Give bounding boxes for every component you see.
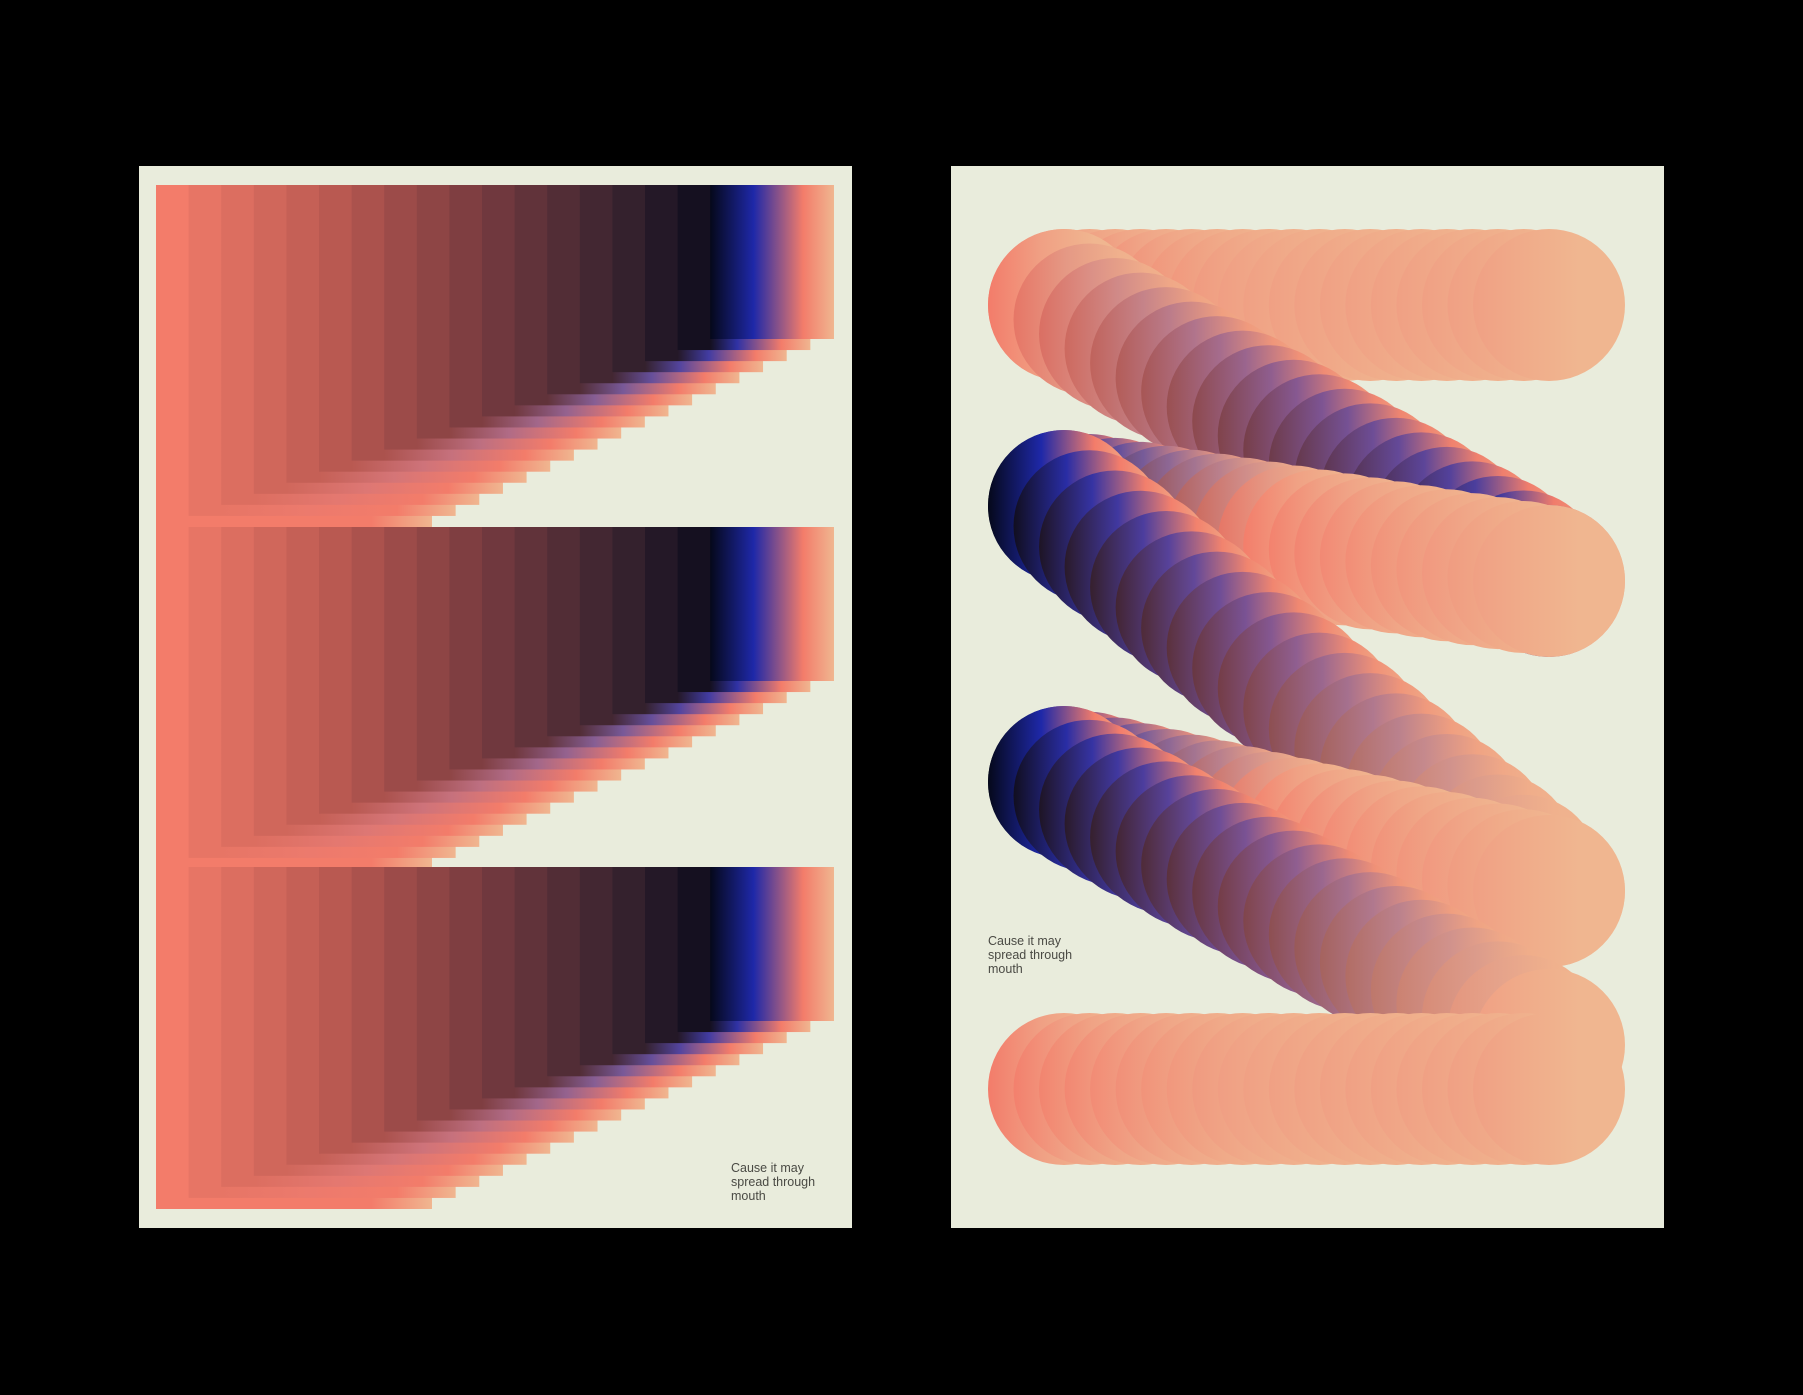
circle-chains xyxy=(988,229,1625,1165)
step-rect xyxy=(710,185,834,339)
poster-left-caption: Cause it may spread through mouth xyxy=(731,1161,816,1203)
chain-circle xyxy=(1473,1013,1625,1165)
chain-circle xyxy=(1473,505,1625,657)
chain-circle xyxy=(1473,229,1625,381)
poster-right-caption: Cause it may spread through mouth xyxy=(988,934,1073,976)
step-rect xyxy=(710,867,834,1021)
step-rect xyxy=(710,527,834,681)
chain-circle xyxy=(1473,815,1625,967)
stepped-rectangles xyxy=(156,185,834,1209)
